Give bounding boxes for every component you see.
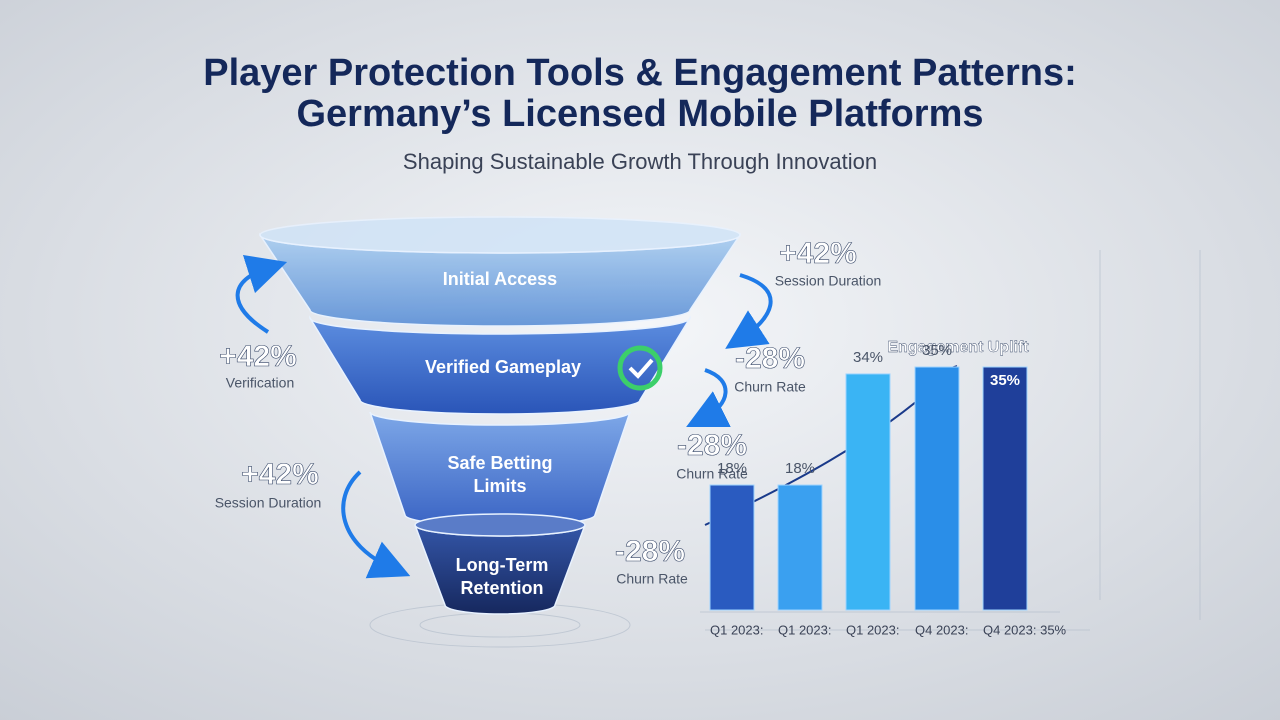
bar [914, 366, 960, 611]
bar [777, 484, 823, 611]
annotations: +42% Session Duration +42% Verification -28%… [215, 237, 882, 587]
stage-label: Verified Gameplay [425, 357, 581, 377]
bar [845, 373, 891, 611]
check-icon [617, 345, 663, 391]
annotation-value: -28% [615, 535, 685, 568]
check-icon [628, 358, 654, 379]
value-label: 18% [785, 460, 815, 477]
value-label: 34% [853, 349, 883, 366]
x-tick-label: Q1 2023: [846, 622, 900, 637]
annotation-label: Churn Rate [734, 379, 806, 395]
funnel [259, 216, 741, 615]
x-tick-label: Q1 2023: [710, 622, 764, 637]
value-label: 18% [717, 460, 747, 477]
stage-label: Retention [461, 578, 544, 598]
annotation-value: -28% [735, 342, 805, 375]
annotation-value: +42% [219, 340, 297, 373]
title: Player Protection Tools & Engagement Pat… [203, 52, 1076, 94]
annotation-label: Churn Rate [616, 571, 688, 587]
annotation-value: +42% [779, 237, 857, 270]
stage-label: Long-Term [456, 555, 549, 575]
annotation-value: +42% [241, 458, 319, 491]
title: Germany’s Licensed Mobile Platforms [296, 93, 983, 135]
annotation-value: -28% [677, 429, 747, 462]
subtitle: Shaping Sustainable Growth Through Innov… [403, 149, 877, 174]
arrows [235, 254, 773, 579]
annotation-label: Churn Rate [676, 466, 748, 482]
bar-chart: Engagement Uplift 18% Q1 2023: 18% Q1 2023:… [709, 339, 1067, 637]
value-label: 35% [922, 342, 952, 359]
stage-label: Safe Betting [447, 453, 552, 473]
annotation-label: Verification [226, 375, 294, 391]
annotation-label: Session Duration [775, 273, 882, 289]
funnel-layer [309, 315, 691, 415]
x-tick-label: Q4 2023: [915, 622, 969, 637]
funnel-rim [259, 216, 741, 254]
funnel-rim [414, 513, 586, 537]
x-tick-label: Q4 2023: 35% [983, 622, 1067, 637]
annotation-label: Session Duration [215, 495, 322, 511]
chart-title: Engagement Uplift [887, 339, 1029, 356]
value-label: 35% [990, 372, 1020, 389]
x-tick-label: Q1 2023: [778, 622, 832, 637]
bar [982, 366, 1028, 611]
bar [709, 484, 755, 611]
stage-label: Limits [473, 476, 526, 496]
stage-label: Initial Access [443, 269, 557, 289]
